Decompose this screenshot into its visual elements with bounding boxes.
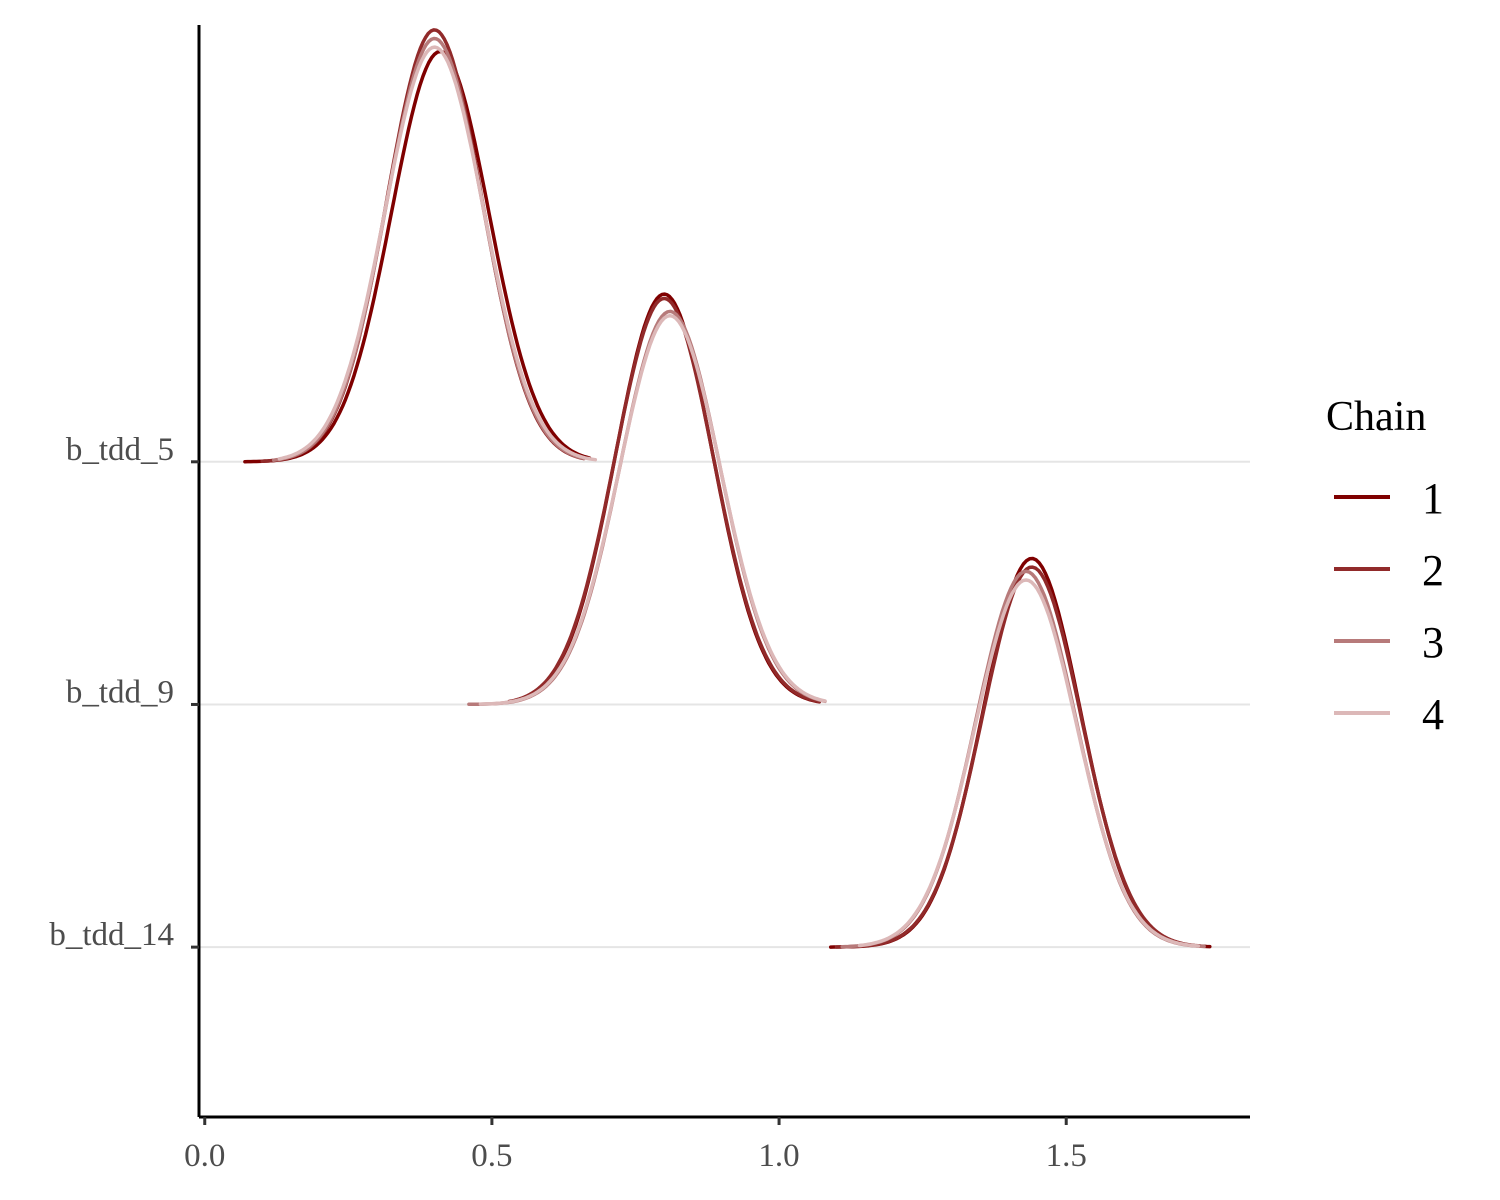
- density-b_tdd_9-chain-1: [513, 292, 822, 704]
- density-curves: [243, 28, 1212, 949]
- legend-label-chain-3: 3: [1422, 618, 1444, 667]
- legend: Chain 1 2 3 4: [1326, 394, 1444, 739]
- gridlines: [199, 460, 1250, 949]
- legend-label-chain-2: 2: [1422, 546, 1444, 595]
- x-tick-label: 1.5: [1046, 1138, 1087, 1174]
- legend-label-chain-1: 1: [1422, 474, 1444, 523]
- density-b_tdd_14-chain-1: [828, 556, 1212, 949]
- x-tick-label: 1.0: [758, 1138, 799, 1174]
- legend-entries: 1 2 3 4: [1334, 474, 1444, 739]
- x-tick-label: 0.5: [471, 1138, 512, 1174]
- y-tick-label: b_tdd_9: [66, 674, 174, 710]
- x-axis-ticks: 0.0 0.5 1.0 1.5: [184, 1117, 1087, 1174]
- y-tick-label: b_tdd_5: [66, 432, 174, 468]
- legend-title: Chain: [1326, 394, 1426, 440]
- axes: [197, 25, 1250, 1119]
- density-b_tdd_9-chain-3: [467, 309, 827, 707]
- density-b_tdd_5-chain-1: [243, 49, 592, 464]
- y-axis-ticks: b_tdd_5 b_tdd_9 b_tdd_14: [49, 432, 199, 953]
- density-b_tdd_9-chain-2: [507, 296, 822, 704]
- density-b_tdd_14-chain-4: [857, 578, 1201, 948]
- x-tick-label: 0.0: [184, 1138, 225, 1174]
- density-b_tdd_14-chain-3: [840, 569, 1206, 949]
- density-b_tdd_9-chain-4: [478, 313, 827, 706]
- density-b_tdd_5-chain-4: [277, 45, 598, 462]
- y-tick-label: b_tdd_14: [49, 917, 174, 953]
- legend-label-chain-4: 4: [1422, 690, 1444, 739]
- density-b_tdd_5-chain-3: [271, 36, 586, 462]
- density-b_tdd_14-chain-2: [834, 565, 1206, 949]
